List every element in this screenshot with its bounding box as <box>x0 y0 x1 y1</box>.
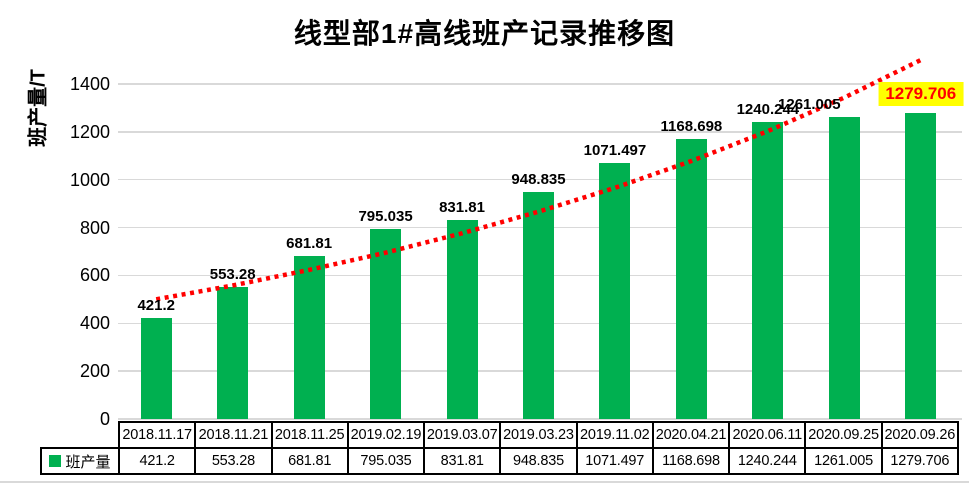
gridline <box>118 83 962 85</box>
data-label: 795.035 <box>358 207 413 225</box>
date-cell: 2018.11.17 <box>120 423 195 447</box>
y-axis-tick: 1400 <box>69 73 110 94</box>
value-cell: 421.2 <box>120 449 195 473</box>
data-label-highlighted: 1279.706 <box>878 81 964 106</box>
gridline <box>118 418 962 420</box>
gridline <box>118 131 962 133</box>
y-axis-tick: 800 <box>79 217 110 238</box>
value-cell: 1240.244 <box>730 449 805 473</box>
date-cell: 2020.06.11 <box>730 423 805 447</box>
y-axis-tick-labels: 0 200 400 600 800 1000 1200 1400 <box>0 60 110 429</box>
bottom-divider <box>0 481 969 483</box>
y-axis-tick: 1000 <box>69 169 110 190</box>
legend-marker-icon <box>49 455 62 467</box>
y-axis-tick: 600 <box>79 265 110 286</box>
bar-2020.09.25 <box>828 117 860 419</box>
date-cell: 2019.03.07 <box>425 423 500 447</box>
bar-2020.06.11 <box>752 122 784 419</box>
data-label: 1240.244 <box>736 101 800 119</box>
bar-2018.11.17 <box>140 318 172 419</box>
legend-cell: 班产量 <box>42 449 118 473</box>
date-cell: 2018.11.25 <box>272 423 347 447</box>
data-label: 1261.005 <box>778 96 841 114</box>
date-cell: 2020.09.25 <box>806 423 881 447</box>
date-cell: 2020.04.21 <box>653 423 729 447</box>
value-cell: 831.81 <box>425 449 500 473</box>
bar-2019.11.02 <box>599 162 631 419</box>
data-label: 553.28 <box>209 265 256 283</box>
y-axis-tick: 400 <box>79 313 110 334</box>
data-label: 421.2 <box>137 297 175 315</box>
bar-2020.09.26 <box>905 112 937 419</box>
chart-title: 线型部1#高线班产记录推移图 <box>293 18 676 49</box>
trendline <box>155 57 922 302</box>
bar-2019.02.19 <box>370 228 402 419</box>
data-label: 1071.497 <box>583 141 647 159</box>
date-cell: 2019.02.19 <box>348 423 424 447</box>
plot-area: 421.2 553.28 681.81 795.035 831.81 948.835 107… <box>118 57 964 420</box>
value-cell: 1168.698 <box>653 449 729 473</box>
date-cell: 2018.11.21 <box>196 423 271 447</box>
value-cell: 1279.706 <box>882 449 957 473</box>
y-axis-tick: 0 <box>99 409 110 429</box>
data-label: 948.835 <box>511 170 566 188</box>
data-label: 681.81 <box>286 234 333 252</box>
value-cell: 681.81 <box>272 449 347 473</box>
data-label: 831.81 <box>439 198 485 216</box>
bar-2020.04.21 <box>675 139 707 419</box>
table-value-row: 班产量 421.2 553.28 681.81 795.035 831.81 948.83… <box>40 447 959 475</box>
bar-2018.11.21 <box>217 286 249 419</box>
legend-label: 班产量 <box>65 453 111 471</box>
value-cell: 795.035 <box>348 449 424 473</box>
bar-2019.03.23 <box>523 191 554 419</box>
value-cell: 1261.005 <box>806 449 881 473</box>
table-header-row: 2018.11.17 2018.11.21 2018.11.25 2019.02.19… <box>118 421 959 449</box>
date-cell: 2020.09.26 <box>882 423 957 447</box>
value-cell: 553.28 <box>196 449 271 473</box>
value-cell: 948.835 <box>501 449 576 473</box>
date-cell: 2019.11.02 <box>577 423 652 447</box>
bar-2019.03.07 <box>446 219 478 419</box>
data-label: 1168.698 <box>660 118 723 136</box>
y-axis-tick: 1200 <box>69 121 110 142</box>
value-cell: 1071.497 <box>577 449 652 473</box>
date-cell: 2019.03.23 <box>501 423 576 447</box>
bar-2018.11.25 <box>293 255 325 419</box>
y-axis-tick: 200 <box>79 361 110 382</box>
gridline <box>118 178 962 181</box>
